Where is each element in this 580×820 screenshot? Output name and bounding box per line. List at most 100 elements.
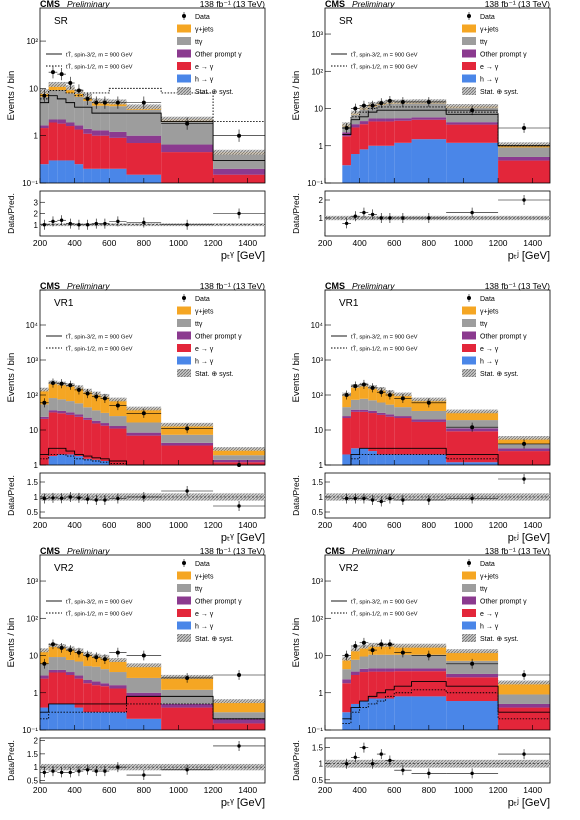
bar-other — [376, 118, 386, 122]
legend-swatch-h2g — [177, 356, 191, 365]
legend-swatch-ttg — [462, 319, 476, 327]
x-tick-label: 1400 — [238, 520, 257, 530]
bar-gjets — [91, 393, 101, 411]
preliminary-label: Preliminary — [352, 281, 395, 291]
ratio-point — [142, 773, 146, 777]
ratio-point — [94, 769, 98, 773]
bar-e2g — [359, 411, 369, 449]
ratio-point — [370, 212, 375, 217]
x-axis-title: pₜᵞ [GeV] — [221, 532, 265, 544]
bar-e2g — [368, 121, 377, 146]
ratio-point — [388, 496, 392, 501]
bar-h2g — [376, 145, 386, 183]
ratio-point — [401, 768, 405, 772]
bar-gjets — [100, 395, 110, 413]
x-tick-label: 1000 — [454, 520, 473, 530]
legend-swatch-h2g — [462, 74, 476, 83]
ratio-point — [185, 489, 189, 493]
bar-other — [109, 131, 127, 138]
preliminary-label: Preliminary — [352, 546, 395, 556]
ratio-point — [85, 497, 90, 501]
bar-e2g — [57, 672, 66, 704]
ratio-point — [362, 210, 366, 215]
bar-gjets — [74, 387, 84, 404]
x-tick-label: 1000 — [169, 520, 188, 530]
x-axis-title: pₜʲ [GeV] — [508, 250, 550, 262]
ratio-y-tick-label: 1 — [34, 763, 39, 772]
y-tick-label: 10⁴ — [311, 321, 324, 330]
bar-e2g — [83, 133, 92, 169]
x-tick-label: 1400 — [523, 520, 542, 530]
data-point — [102, 100, 107, 105]
bar-e2g — [65, 414, 75, 455]
bar-ttg — [359, 398, 369, 410]
bar-h2g — [83, 458, 92, 465]
legend-label-unc: Stat. ⊕ syst. — [480, 89, 519, 96]
uncertainty-band — [394, 643, 412, 648]
legend-label-ttg: ttγ — [195, 321, 203, 328]
bar-other — [394, 668, 412, 672]
legend-swatch-ttg — [177, 319, 191, 327]
data-point — [94, 394, 99, 399]
legend-label-e2g: e → γ — [195, 64, 214, 71]
ratio-point — [370, 762, 375, 766]
signal-spin32-line — [342, 109, 550, 147]
uncertainty-band — [498, 680, 550, 685]
bar-ttg — [91, 666, 101, 682]
legend-swatch-e2g — [462, 609, 476, 617]
data-point — [50, 642, 55, 647]
x-tick-label: 1400 — [523, 238, 542, 248]
region-label: SR — [54, 16, 68, 27]
ratio-point — [353, 496, 357, 501]
ratio-y-tick-label: 2 — [34, 737, 39, 746]
uncertainty-band — [126, 663, 162, 668]
signal-spin32-line — [40, 695, 265, 720]
ratio-point — [522, 198, 526, 202]
bar-h2g — [91, 459, 101, 465]
legend-label-h2g: h → γ — [480, 359, 499, 366]
bar-gjets — [213, 448, 265, 456]
legend-swatch-gjets — [462, 306, 476, 315]
bar-gjets — [109, 659, 127, 673]
bar-h2g — [65, 160, 75, 183]
legend-swatch-h2g — [177, 74, 191, 83]
bar-h2g — [446, 462, 499, 465]
y-tick-label: 10³ — [311, 356, 323, 365]
legend-swatch-h2g — [462, 356, 476, 365]
bar-other — [161, 144, 214, 153]
bar-h2g — [376, 454, 386, 465]
bar-ttg — [40, 664, 49, 676]
uncertainty-band — [126, 406, 162, 411]
data-point — [379, 390, 384, 395]
x-tick-label: 800 — [137, 520, 151, 530]
ratio-y-tick-label: 1 — [319, 493, 324, 502]
y-tick-label: 10³ — [26, 577, 38, 586]
ratio-point — [85, 223, 90, 227]
bar-other — [161, 703, 214, 708]
legend-label-ttg: ttγ — [195, 586, 203, 593]
bar-other — [359, 121, 369, 125]
bar-other — [385, 668, 395, 672]
region-label: VR1 — [54, 298, 74, 309]
x-tick-label: 1200 — [489, 785, 508, 795]
legend-swatch-unc — [462, 369, 476, 377]
bar-gjets — [342, 658, 351, 670]
bar-h2g — [91, 712, 101, 730]
bar-other — [48, 669, 58, 673]
bar-e2g — [57, 123, 66, 161]
data-point — [141, 100, 146, 105]
legend-label-other: Other prompt γ — [480, 52, 527, 59]
data-point — [85, 653, 90, 658]
bar-e2g — [385, 671, 395, 699]
bar-ttg — [74, 96, 84, 126]
bar-other — [498, 448, 550, 452]
ratio-point — [77, 769, 81, 773]
ratio-point — [185, 768, 189, 772]
bar-ttg — [359, 656, 369, 669]
data-point — [426, 99, 431, 104]
y-tick-label: 10⁻¹ — [22, 726, 38, 735]
data-point — [470, 425, 475, 430]
bar-other — [126, 432, 162, 436]
y-tick-label: 10 — [314, 652, 323, 661]
cms-label: CMS — [325, 0, 345, 9]
